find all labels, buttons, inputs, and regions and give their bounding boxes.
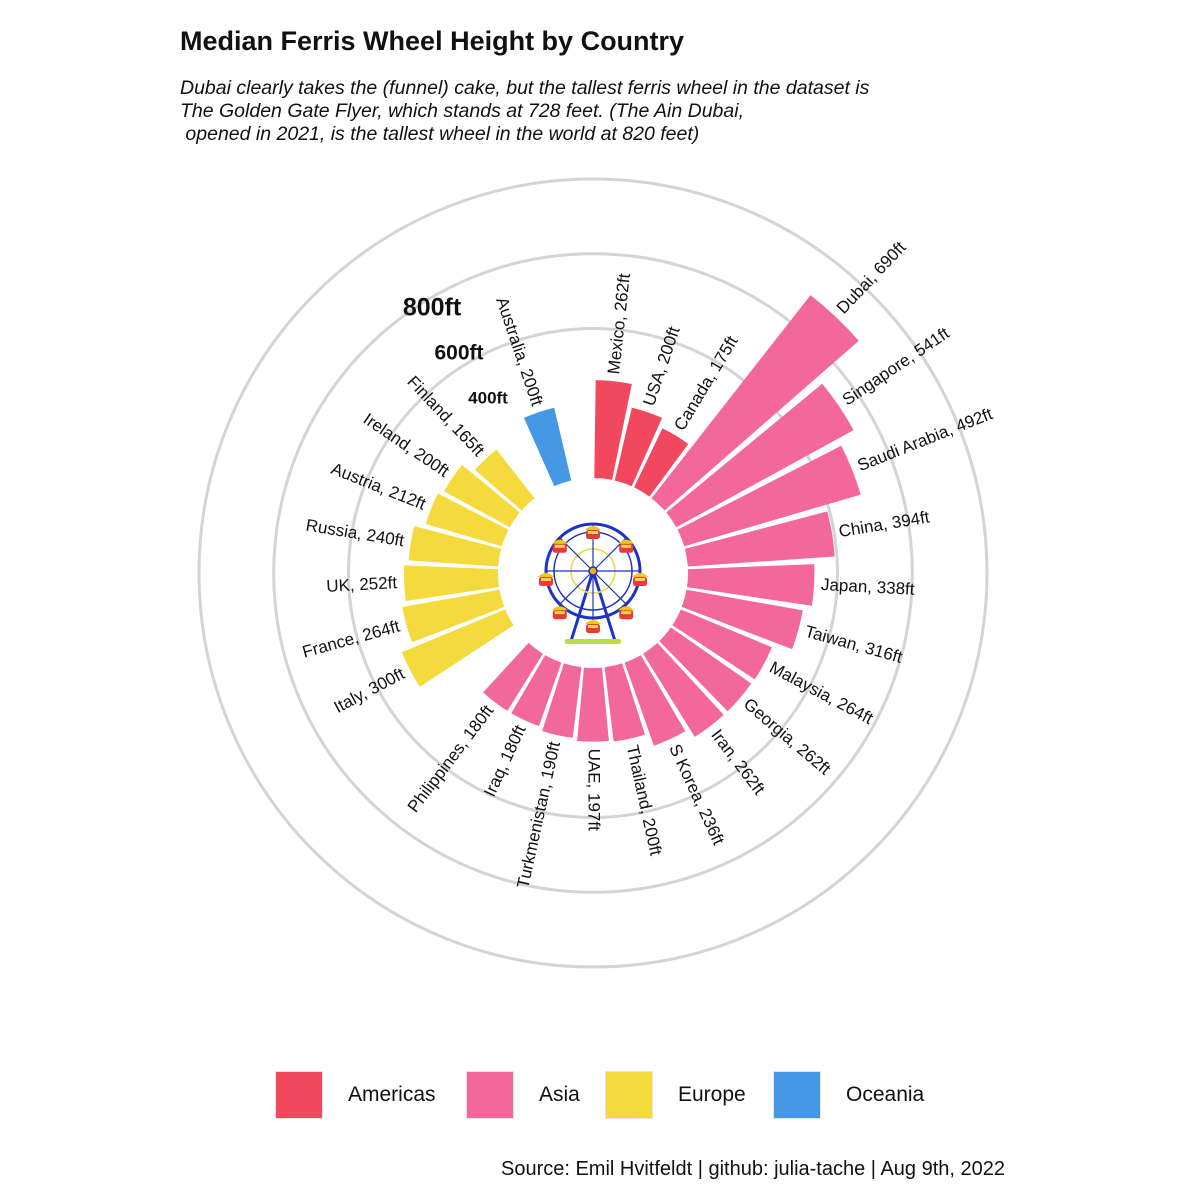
wheel-spoke bbox=[592, 570, 627, 605]
legend-swatch-asia bbox=[466, 1071, 514, 1119]
bar-label-saudi-arabia: Saudi Arabia, 492ft bbox=[855, 404, 996, 475]
subtitle-line-2: The Golden Gate Flyer, which stands at 7… bbox=[180, 100, 744, 122]
bar-label-iran: Iran, 262ft bbox=[707, 726, 769, 799]
bar-label-china: China, 394ft bbox=[837, 507, 931, 541]
grid-circle-400 bbox=[347, 327, 839, 819]
legend-label-oceania: Oceania bbox=[846, 1083, 925, 1106]
bar-label-malaysia: Malaysia, 264ft bbox=[766, 658, 876, 728]
bar-russia bbox=[408, 526, 502, 567]
legend-swatch-americas bbox=[275, 1071, 323, 1119]
bar-australia bbox=[523, 407, 572, 487]
bar-uae bbox=[577, 667, 609, 742]
legend-label-americas: Americas bbox=[348, 1083, 436, 1106]
bar-label-iraq: Iraq, 180ft bbox=[480, 722, 530, 800]
wheel-gondola bbox=[585, 618, 601, 633]
bar-label-thailand: Thailand, 200ft bbox=[623, 743, 666, 857]
bar-ireland bbox=[444, 464, 520, 528]
wheel-gondola bbox=[618, 537, 635, 553]
bar-malaysia bbox=[672, 609, 772, 680]
wheel-gondola bbox=[551, 537, 568, 553]
legend-swatch-europe bbox=[605, 1071, 653, 1119]
bar-canada bbox=[634, 428, 689, 497]
legend-swatch-oceania bbox=[773, 1071, 821, 1119]
bar-finland bbox=[475, 449, 535, 511]
grid-label-layer: 400ft 600ft 800ft bbox=[403, 294, 508, 408]
bar-usa bbox=[614, 407, 663, 487]
wheel-hub bbox=[588, 566, 598, 576]
bar-label-taiwan: Taiwan, 316ft bbox=[803, 622, 905, 667]
wheel-gondola bbox=[551, 604, 568, 620]
bar-layer bbox=[401, 295, 861, 746]
wheel-base bbox=[565, 639, 621, 644]
bar-label-japan: Japan, 338ft bbox=[821, 575, 916, 599]
bar-iran bbox=[643, 642, 724, 737]
bar-philippines bbox=[483, 642, 543, 711]
ferris-wheel-icon bbox=[538, 522, 648, 644]
bar-label-singapore: Singapore, 541ft bbox=[839, 323, 953, 409]
subtitle-line-3: opened in 2021, is the tallest wheel in … bbox=[180, 123, 700, 145]
bar-label-uae: UAE, 197ft bbox=[585, 749, 604, 831]
bar-saudi-arabia bbox=[677, 445, 861, 547]
bar-dubai bbox=[651, 295, 859, 511]
bar-label-france: France, 264ft bbox=[300, 616, 402, 661]
bar-turkmenistan bbox=[542, 663, 582, 738]
bar-thailand bbox=[604, 663, 645, 742]
bar-label-uk: UK, 252ft bbox=[326, 573, 398, 596]
bar-georgia bbox=[659, 627, 752, 712]
grid-circle-600 bbox=[272, 252, 914, 894]
wheel-gondola bbox=[632, 571, 648, 586]
legend-label-asia: Asia bbox=[539, 1083, 580, 1106]
chart-title: Median Ferris Wheel Height by Country bbox=[180, 26, 685, 56]
wheel-gondola bbox=[538, 571, 554, 586]
bar-iraq bbox=[511, 655, 562, 727]
bar-france bbox=[402, 589, 505, 643]
bar-italy bbox=[401, 609, 514, 687]
bar-label-austria: Austria, 212ft bbox=[328, 459, 428, 514]
source-caption: Source: Emil Hvitfeldt | github: julia-t… bbox=[500, 1158, 1005, 1180]
grid-label-600: 600ft bbox=[434, 342, 483, 365]
bar-singapore bbox=[666, 383, 854, 528]
bar-uk bbox=[403, 565, 499, 601]
bar-mexico bbox=[594, 380, 632, 480]
subtitle-line-1: Dubai clearly takes the (funnel) cake, b… bbox=[180, 77, 870, 99]
grid-label-400: 400ft bbox=[468, 388, 508, 407]
bar-china bbox=[684, 511, 835, 567]
bar-label-philippines: Philippines, 180ft bbox=[404, 701, 498, 816]
bar-s-korea bbox=[624, 655, 686, 746]
wheel-gondola bbox=[618, 604, 635, 620]
bar-label-s-korea: S Korea, 236ft bbox=[665, 741, 728, 848]
bar-taiwan bbox=[681, 589, 803, 650]
bar-label-usa: USA, 200ft bbox=[639, 324, 683, 408]
bar-label-mexico: Mexico, 262ft bbox=[604, 272, 634, 375]
wheel-spoke bbox=[559, 570, 594, 605]
bar-label-dubai: Dubai, 690ft bbox=[833, 238, 910, 318]
grid-label-800: 800ft bbox=[403, 294, 462, 322]
grid-circle-800 bbox=[197, 177, 989, 969]
grid-layer bbox=[197, 177, 989, 969]
chart-subtitle: Dubai clearly takes the (funnel) cake, b… bbox=[180, 77, 1080, 146]
bar-austria bbox=[425, 493, 509, 547]
wheel-gondola bbox=[585, 524, 601, 539]
legend-label-europe: Europe bbox=[678, 1083, 746, 1106]
bar-japan bbox=[687, 564, 815, 606]
